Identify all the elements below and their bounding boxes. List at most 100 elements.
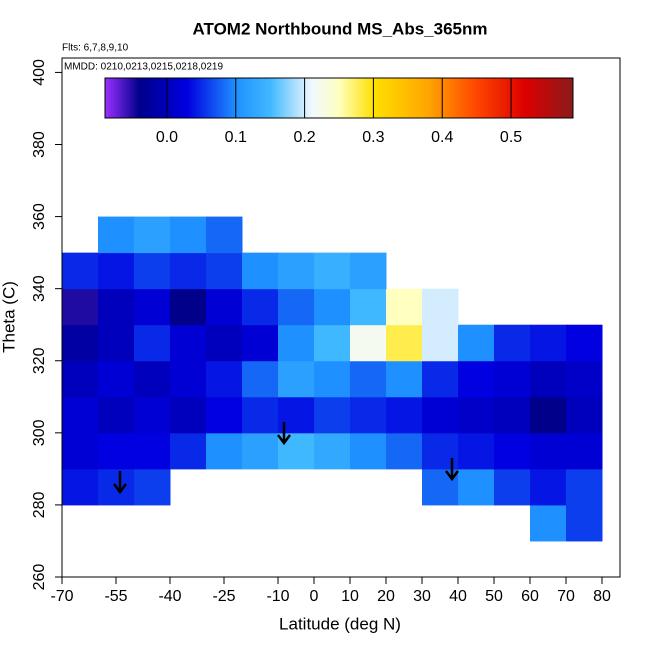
heatmap-cell [458,360,495,398]
heatmap-cell [386,288,423,326]
heatmap-cell [278,324,315,362]
heatmap-cell [134,216,171,254]
heatmap-cell [350,396,387,434]
heatmap-cell [350,252,387,290]
plot-frame [61,57,621,578]
x-tick-label: -10 [266,588,289,605]
heatmap-cell [134,288,171,326]
heatmap-cell [494,324,531,362]
x-tick-label: 60 [521,588,539,605]
heatmap-cell [278,360,315,398]
heatmap-cell [206,216,243,254]
heatmap-cell [62,252,99,290]
heatmap-cell [314,288,351,326]
heatmap-cell [458,324,495,362]
heatmap-cell [62,288,99,326]
heatmap-cell [98,252,135,290]
heatmap-cell [206,324,243,362]
y-tick-label: 260 [31,564,48,591]
heatmap-cell [206,288,243,326]
colorbar-tick-label: 0.5 [500,129,522,146]
heatmap-cell [242,396,279,434]
arrow [277,422,291,446]
heatmap-cell [206,252,243,290]
x-tick-label: 30 [413,588,431,605]
heatmap-cell [62,432,99,470]
heatmap-cell [242,432,279,470]
heatmap-cell [242,252,279,290]
x-axis-label: Latitude (deg N) [279,614,401,633]
x-tick-label: 40 [449,588,467,605]
heatmap-cell [530,468,567,506]
heatmap-cell [566,396,603,434]
heatmap-cell [170,432,207,470]
heatmap-cell [278,288,315,326]
y-tick-label: 360 [31,203,48,230]
heatmap-cell [566,324,603,362]
y-tick-label: 320 [31,347,48,374]
heatmap-cell [530,396,567,434]
heatmap-cell [386,396,423,434]
heatmap-cell [170,324,207,362]
chart-title: ATOM2 Northbound MS_Abs_365nm [192,19,487,38]
heatmap-cell [530,504,567,542]
arrows [113,422,459,495]
heatmap-cell [494,396,531,434]
heatmap-cell [170,360,207,398]
heatmap-cell [314,252,351,290]
x-tick-label: 80 [593,588,611,605]
heatmap-cell [242,288,279,326]
heatmap-cell [170,288,207,326]
heatmap-cell [350,360,387,398]
heatmap-cell [134,252,171,290]
heatmap-cell [62,324,99,362]
y-axis-label: Theta (C) [0,281,18,353]
heatmap-cell [98,360,135,398]
heatmap-cell [314,396,351,434]
x-tick-label: 0 [310,588,319,605]
heatmap-cell [530,360,567,398]
heatmap-cell [530,324,567,362]
colorbar-tick-label: 0.3 [362,129,384,146]
x-tick-label: -70 [50,588,73,605]
heatmap-cell [206,396,243,434]
y-tick-label: 340 [31,275,48,302]
subtitle: Flts: 6,7,8,9,10 [62,43,129,54]
heatmap-cell [458,432,495,470]
heatmap-cell [98,396,135,434]
colorbar-tick-label: 0.0 [156,129,178,146]
colorbar-tick-label: 0.2 [293,129,315,146]
heatmap-cell [98,324,135,362]
heatmap-cell [170,396,207,434]
x-tick-label: -55 [104,588,127,605]
heatmap-cell [98,288,135,326]
heatmap-cell [566,432,603,470]
x-tick-label: 10 [341,588,359,605]
heatmap-cell [386,432,423,470]
heatmap-cell [494,468,531,506]
heatmap-cell [566,360,603,398]
heatmap-cell [422,324,459,362]
heatmap-cell [62,396,99,434]
heatmap-cell [170,252,207,290]
heatmap-cell [386,324,423,362]
arrow [445,458,459,482]
colorbar: 0.0 0.1 0.2 0.3 0.4 0.5 [104,77,574,146]
heatmap-cell [566,468,603,506]
heatmap-cell [458,396,495,434]
heatmap-cell [134,468,171,506]
y-tick-label: 280 [31,491,48,518]
heatmap-cell [314,360,351,398]
y-tick-label: 300 [31,419,48,446]
heatmap-cell [314,432,351,470]
colorbar-tick-label: 0.1 [225,129,247,146]
heatmap-cell [134,324,171,362]
heatmap-cell [494,432,531,470]
heatmap-cell [494,360,531,398]
heatmap-cell [314,324,351,362]
heatmap-cell [350,324,387,362]
heatmap-cell [422,396,459,434]
heatmap-cell [206,360,243,398]
heatmap-cell [458,468,495,506]
